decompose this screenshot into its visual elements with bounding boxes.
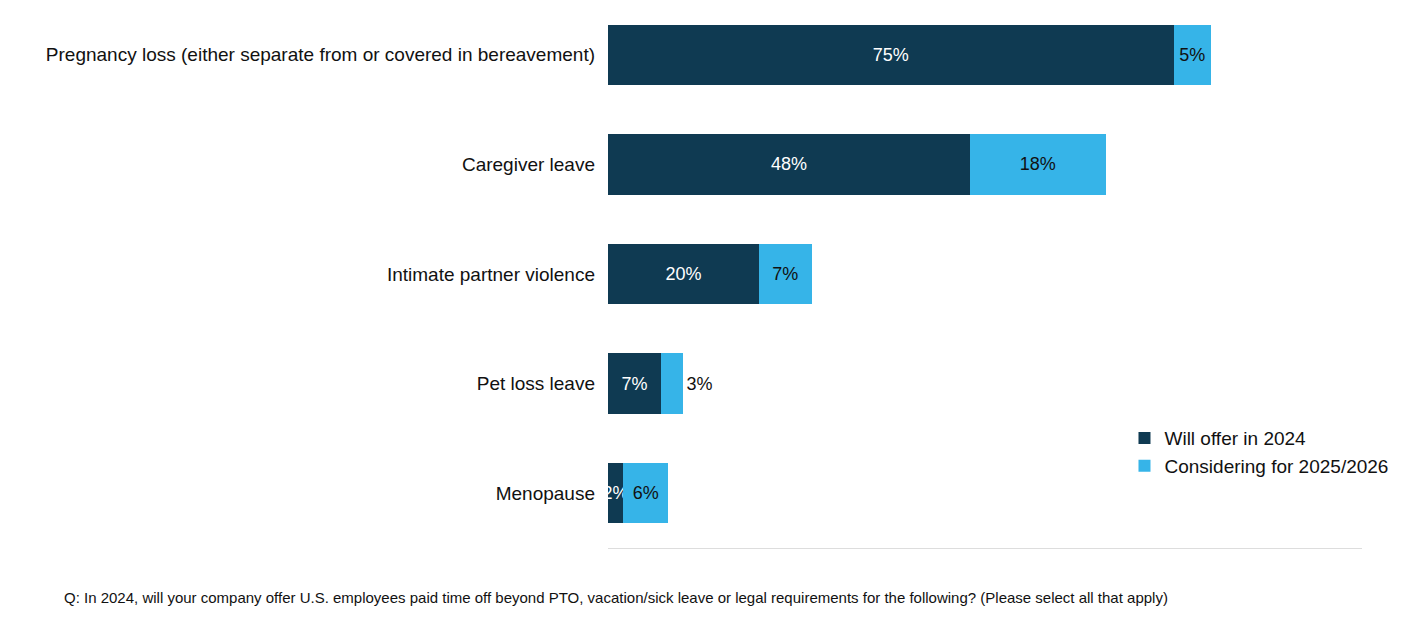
svg-text:Pet loss leave: Pet loss leave	[477, 373, 595, 394]
svg-text:5%: 5%	[1179, 45, 1205, 65]
svg-text:Considering for 2025/2026: Considering for 2025/2026	[1164, 456, 1388, 477]
svg-text:7%: 7%	[772, 264, 798, 284]
svg-text:2%: 2%	[603, 483, 629, 503]
svg-text:Pregnancy loss (either separat: Pregnancy loss (either separate from or …	[46, 44, 595, 65]
svg-text:3%: 3%	[686, 374, 712, 394]
svg-text:Q: In 2024, will your company: Q: In 2024, will your company offer U.S.…	[64, 589, 1168, 606]
svg-text:48%: 48%	[771, 154, 807, 174]
svg-text:75%: 75%	[873, 45, 909, 65]
svg-text:7%: 7%	[621, 374, 647, 394]
svg-text:6%: 6%	[633, 483, 659, 503]
svg-text:18%: 18%	[1020, 154, 1056, 174]
svg-text:Will offer in 2024: Will offer in 2024	[1164, 428, 1306, 449]
svg-text:Caregiver leave: Caregiver leave	[462, 154, 595, 175]
svg-text:Menopause: Menopause	[496, 483, 595, 504]
svg-text:Intimate partner violence: Intimate partner violence	[387, 264, 595, 285]
svg-text:20%: 20%	[665, 264, 701, 284]
